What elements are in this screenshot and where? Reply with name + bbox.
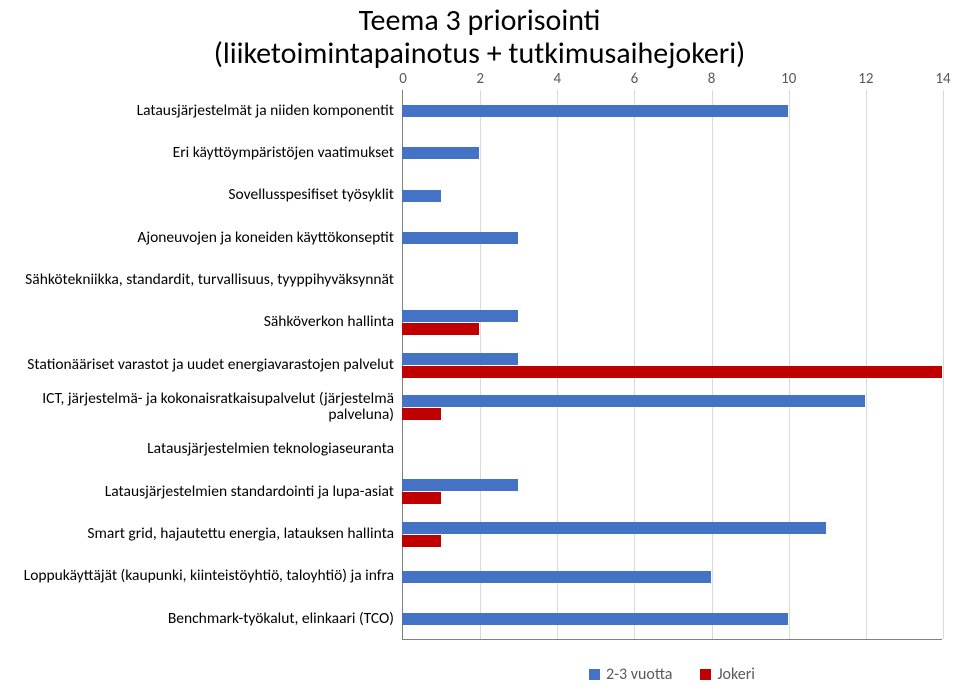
category-label: Latausjärjestelmät ja niiden komponentit (10, 90, 402, 132)
category-label: Eri käyttöympäristöjen vaatimukset (10, 132, 402, 174)
bars-layer (402, 90, 942, 640)
legend-swatch (589, 669, 600, 680)
bar-primary (402, 571, 711, 583)
bar-primary (402, 613, 788, 625)
category-label: Stationääriset varastot ja uudet energia… (10, 344, 402, 386)
bar-secondary (402, 323, 479, 335)
bar-primary (402, 147, 479, 159)
bar-secondary (402, 366, 942, 378)
bar-primary (402, 522, 826, 534)
category-label: Latausjärjestelmien standardointi ja lup… (10, 471, 402, 513)
legend-item: Jokeri (700, 665, 755, 684)
x-tick: 8 (708, 70, 716, 88)
x-tick: 6 (631, 70, 639, 88)
bar-secondary (402, 535, 441, 547)
category-label: Benchmark-työkalut, elinkaari (TCO) (10, 598, 402, 640)
bar-primary (402, 310, 518, 322)
category-label: Ajoneuvojen ja koneiden käyttökonseptit (10, 217, 402, 259)
chart-title-line2: (liiketoimintapainotus + tutkimusaihejok… (0, 37, 959, 70)
bar-primary (402, 190, 441, 202)
gridline (943, 90, 944, 639)
legend-label: 2-3 vuotta (606, 665, 672, 684)
x-tick: 10 (781, 70, 796, 88)
bar-primary (402, 479, 518, 491)
category-label: Sähköverkon hallinta (10, 302, 402, 344)
bar-primary (402, 353, 518, 365)
bar-secondary (402, 408, 441, 420)
chart: 02468101214 Latausjärjestelmät ja niiden… (10, 90, 950, 690)
x-tick: 12 (858, 70, 873, 88)
category-labels: Latausjärjestelmät ja niiden komponentit… (10, 90, 402, 640)
bar-primary (402, 232, 518, 244)
bar-primary (402, 395, 865, 407)
x-tick: 14 (935, 70, 950, 88)
chart-title-block: Teema 3 priorisointi (liiketoimintapaino… (0, 0, 959, 70)
legend-swatch (700, 669, 711, 680)
legend: 2-3 vuotta Jokeri (402, 665, 942, 684)
bar-primary (402, 105, 788, 117)
category-label: Sähkötekniikka, standardit, turvallisuus… (10, 259, 402, 301)
legend-label: Jokeri (717, 665, 755, 684)
x-tick: 2 (476, 70, 484, 88)
chart-title-line1: Teema 3 priorisointi (0, 4, 959, 37)
category-label: Latausjärjestelmien teknologiaseuranta (10, 429, 402, 471)
category-label: Sovellusspesifiset työsyklit (10, 175, 402, 217)
category-label: ICT, järjestelmä- ja kokonaisratkaisupal… (10, 386, 402, 428)
legend-item: 2-3 vuotta (589, 665, 672, 684)
x-tick: 4 (553, 70, 561, 88)
category-label: Smart grid, hajautettu energia, lataukse… (10, 513, 402, 555)
category-label: Loppukäyttäjät (kaupunki, kiinteistöyhti… (10, 555, 402, 597)
bar-secondary (402, 492, 441, 504)
x-tick: 0 (399, 70, 407, 88)
